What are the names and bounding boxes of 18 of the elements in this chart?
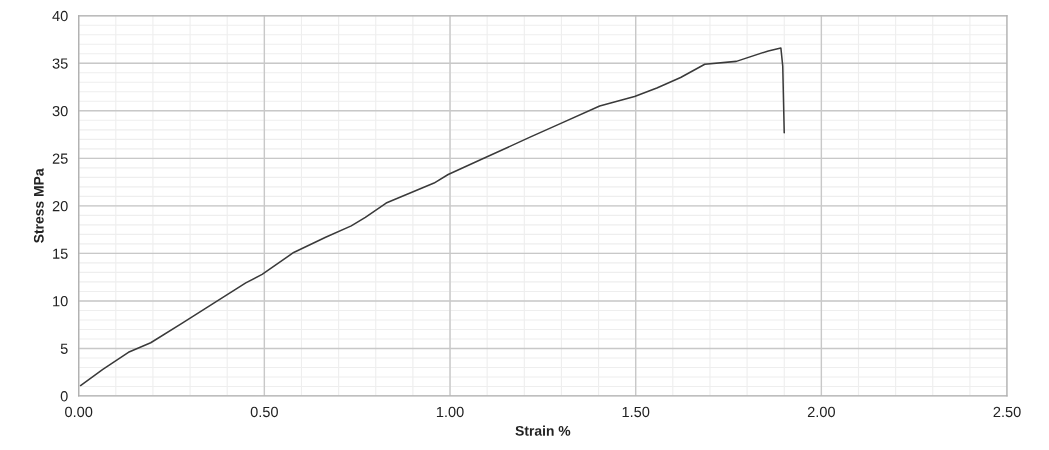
y-tick-label: 15 xyxy=(53,248,68,259)
x-tick-label: 1.50 xyxy=(622,406,650,418)
x-tick-label: 2.50 xyxy=(993,406,1021,418)
x-tick-label: 1.00 xyxy=(436,406,464,418)
line-series xyxy=(79,47,785,387)
y-tick-label: 35 xyxy=(52,58,68,69)
x-tick-label: 0.50 xyxy=(250,406,278,418)
y-tick-label: 20 xyxy=(52,200,68,212)
y-tick-label: 25 xyxy=(52,153,68,164)
y-axis-title: Stress MPa xyxy=(33,168,44,243)
y-tick-label: 0 xyxy=(60,391,68,402)
y-tick-label: 30 xyxy=(52,105,68,117)
x-axis-title: Strain % xyxy=(515,425,571,436)
y-tick-label: 40 xyxy=(52,10,68,22)
y-tick-label: 10 xyxy=(53,296,68,307)
y-tick-label: 5 xyxy=(60,343,68,354)
x-tick-label: 0.00 xyxy=(65,406,93,418)
x-tick-label: 2.00 xyxy=(807,406,835,418)
